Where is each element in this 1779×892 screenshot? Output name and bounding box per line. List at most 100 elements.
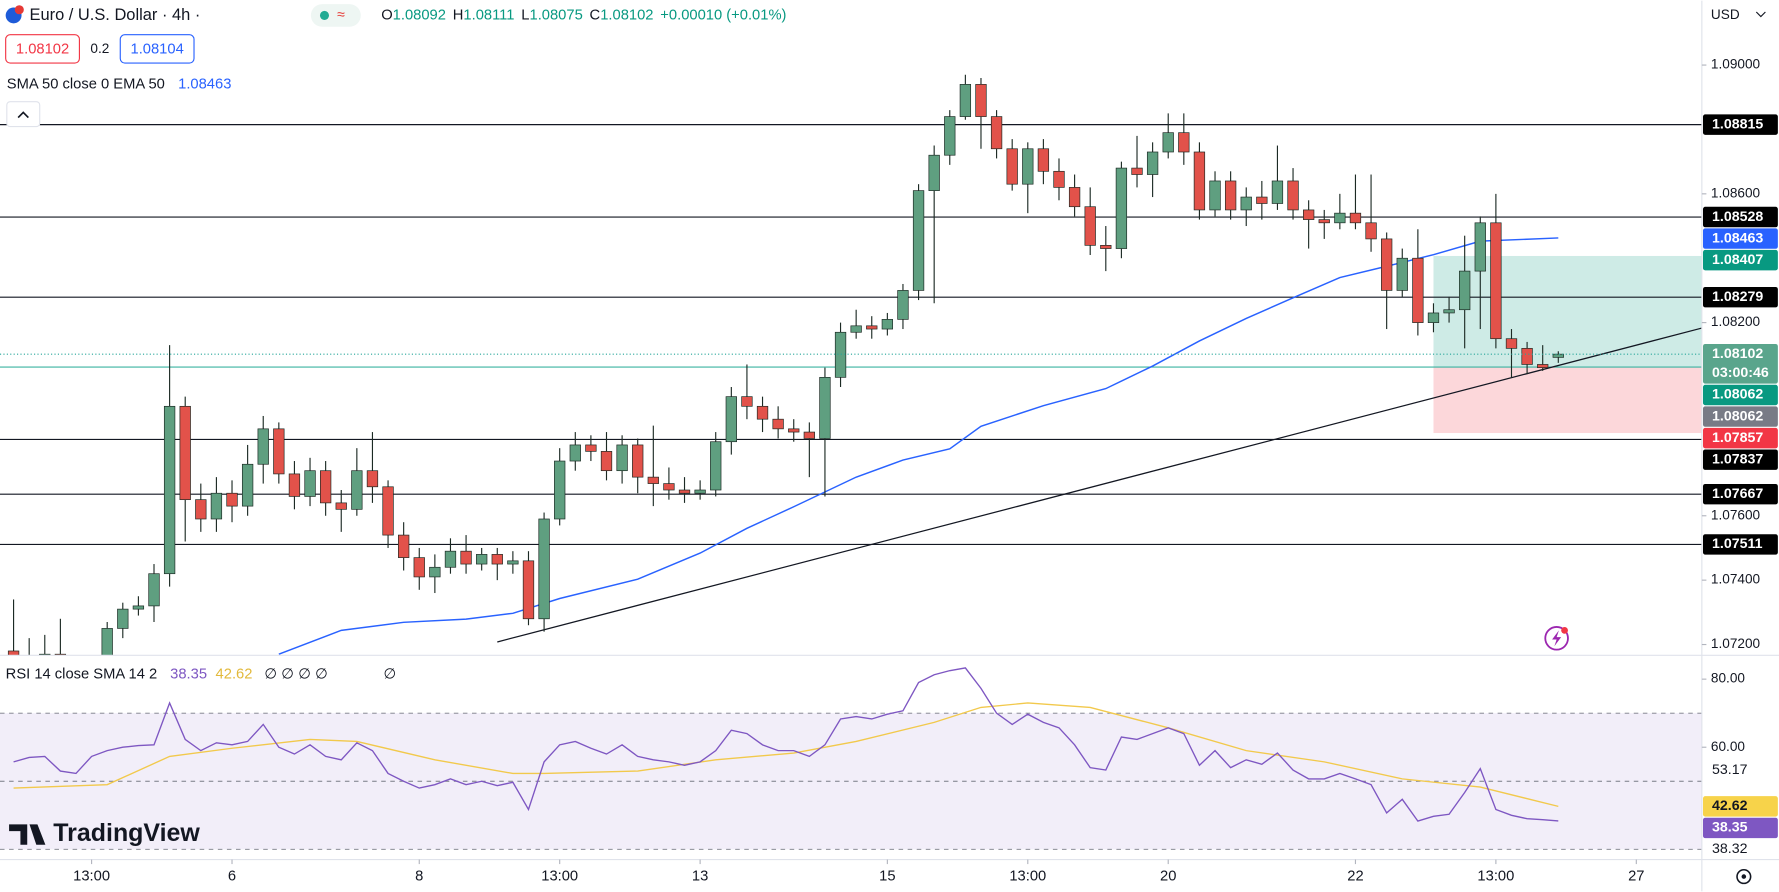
x-tick-label: 13:00 [1009,868,1046,884]
collapse-button[interactable] [6,101,41,128]
rsi-legend[interactable]: RSI 14 close SMA 14 2 [6,667,158,683]
indicator-legend[interactable]: SMA 50 close 0 EMA 50 [7,77,165,93]
candle-body [1505,338,1518,349]
candle-body [382,486,394,536]
price-label-box [1702,343,1778,384]
candle-body [694,489,706,494]
candle-body [163,405,176,575]
candle-body [803,431,815,439]
alert-icon[interactable] [1544,626,1569,651]
candle-body [741,396,753,407]
price-label-box [1702,228,1778,249]
candle-body [1412,257,1424,323]
candle-body [366,470,379,488]
position-profit-zone [1433,255,1702,368]
price-label-box [1702,406,1778,427]
price-label: 42.62 [1712,798,1748,814]
price-label-box [1702,286,1778,308]
candle-body [1037,148,1050,172]
price-label-box [1702,483,1778,505]
sell-price[interactable]: 1.08102 [16,41,69,57]
candle-body [460,550,472,565]
status-dot [319,10,330,20]
candle-body [522,560,535,620]
y-tick-label: 1.07200 [1711,636,1761,651]
x-tick-label: 20 [1160,868,1176,884]
candle-body [1240,196,1252,211]
candle-body [912,190,925,291]
buy-button[interactable] [119,34,195,64]
candle-body [429,566,441,578]
candle-body [351,470,363,510]
settings-icon[interactable] [1736,868,1752,885]
alert-badge [1561,626,1568,634]
candle-body [1209,180,1221,211]
candle-body [1006,148,1018,185]
candle-body [678,489,691,494]
symbol-flag [14,5,24,15]
candle-body [210,492,223,520]
price-label: 1.08102 [1712,346,1763,362]
candle-body [413,557,425,578]
candle-body [710,441,722,491]
x-tick-label: 15 [879,868,895,884]
candle-body [928,154,940,191]
candle-body [1224,180,1237,211]
ohlc-value: 1.08102 [600,7,653,23]
ohlc-value: 1.08092 [393,7,446,23]
candle-body [1178,132,1190,153]
candle-body [1100,245,1112,249]
x-tick-label: 22 [1347,868,1363,884]
candle-body [148,573,160,607]
candle-body [1068,187,1081,208]
candle-body [1521,348,1533,365]
buy-price[interactable]: 1.08104 [131,41,184,57]
price-label: 53.17 [1712,762,1748,778]
candle-body [101,628,113,656]
candle-body [772,418,784,430]
candle-body [600,451,613,472]
candle-body [195,499,207,520]
candle-body [444,550,457,568]
ohlc-label: L [521,7,529,23]
candle-body [554,460,566,520]
candle-body [1287,180,1299,211]
y-tick-label: 1.08600 [1711,185,1761,200]
x-tick-label: 13 [692,868,708,884]
candle-body [538,518,550,620]
price-label: 1.08062 [1712,408,1763,424]
status-pill[interactable] [310,4,361,27]
candle-body [1334,212,1346,224]
rsi-line [13,702,1559,808]
y-tick-label: 1.07600 [1711,507,1761,522]
price-label-box [1702,249,1778,271]
settings-icon [1741,874,1747,879]
rsi-extra: ∅ [383,667,396,683]
candle-body [1271,180,1284,204]
candle-body [1349,212,1362,224]
symbol-title[interactable]: Euro / U.S. Dollar · 4h · [29,6,200,24]
candle-body [647,476,659,484]
candle-body [132,605,145,610]
candle-body [616,444,628,472]
candle-body [756,405,769,420]
candle-body [1396,257,1408,291]
position-loss-zone [1433,367,1702,434]
price-label: 38.35 [1712,820,1748,836]
candle-body [226,492,238,507]
candle-body [1115,167,1128,249]
price-label-box [1702,449,1778,470]
rsi-extra: ∅ ∅ ∅ ∅ [264,667,328,683]
sell-button[interactable] [5,34,80,64]
rsi-sma-value: 42.62 [216,667,253,683]
price-label: 1.08528 [1712,209,1763,225]
x-tick-label: 13:00 [73,868,110,884]
ohlc-value: 1.08075 [530,7,583,23]
price-label-box [1702,817,1778,839]
candle-body [959,84,972,117]
ohlc-change: +0.00010 (+0.01%) [660,7,786,23]
price-label-box [1702,427,1778,449]
currency[interactable]: USD [1711,7,1740,22]
